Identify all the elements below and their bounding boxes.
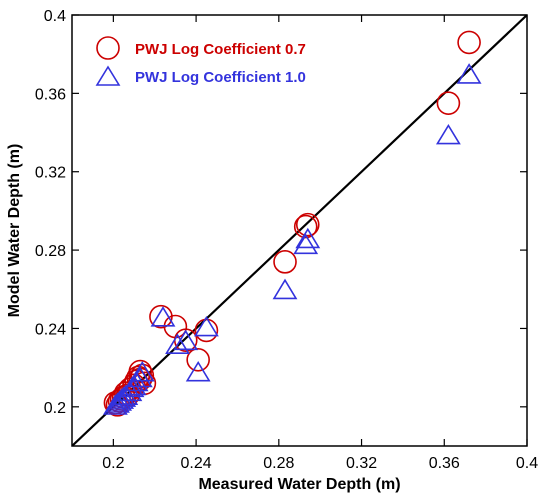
data-point-triangle (295, 227, 321, 249)
data-point-circle (273, 250, 297, 274)
legend-label-series-2: PWJ Log Coefficient 1.0 (135, 69, 306, 86)
data-point-triangle (173, 329, 199, 351)
x-tick-label: 0.28 (263, 455, 294, 472)
data-point-triangle (193, 315, 219, 337)
y-tick-label: 0.32 (35, 165, 66, 182)
data-point-circle (293, 214, 318, 239)
y-tick-label: 0.2 (44, 400, 66, 417)
y-tick-label: 0.24 (35, 321, 66, 338)
data-point-circle (186, 347, 210, 372)
data-point-triangle (129, 360, 155, 382)
y-tick-label: 0.4 (44, 8, 66, 25)
legend-circle-marker (96, 36, 120, 60)
data-point-triangle (435, 123, 461, 145)
series-2 (102, 63, 482, 415)
data-point-circle (457, 30, 481, 55)
legend-triangle-marker (95, 65, 121, 86)
x-tick-label: 0.36 (429, 455, 460, 472)
data-point-circle (295, 212, 320, 237)
x-axis-label: Measured Water Depth (m) (198, 476, 400, 493)
y-tick-label: 0.36 (35, 86, 66, 103)
legend-label-series-1: PWJ Log Coefficient 0.7 (135, 41, 306, 58)
data-point-triangle (185, 360, 211, 382)
x-tick-label: 0.2 (102, 455, 124, 472)
x-tick-label: 0.32 (346, 455, 377, 472)
y-axis-label: Model Water Depth (m) (6, 144, 23, 318)
legend: PWJ Log Coefficient 0.7 PWJ Log Coeffici… (95, 36, 306, 86)
data-point-triangle (272, 278, 298, 300)
reference-line-y-equals-x (72, 15, 527, 446)
data-point-triangle (456, 63, 482, 84)
data-point-triangle (127, 366, 153, 388)
data-point-triangle (165, 333, 190, 355)
data-point-circle (194, 318, 219, 343)
x-tick-label: 0.24 (181, 455, 212, 472)
plot-frame (71, 14, 528, 447)
data-point-triangle (150, 306, 176, 327)
data-point-circle (128, 359, 153, 384)
x-tick-label: 0.4 (516, 455, 538, 472)
y-tick-label: 0.28 (35, 243, 66, 260)
data-point-circle (436, 91, 461, 115)
data-point-triangle (293, 233, 319, 255)
